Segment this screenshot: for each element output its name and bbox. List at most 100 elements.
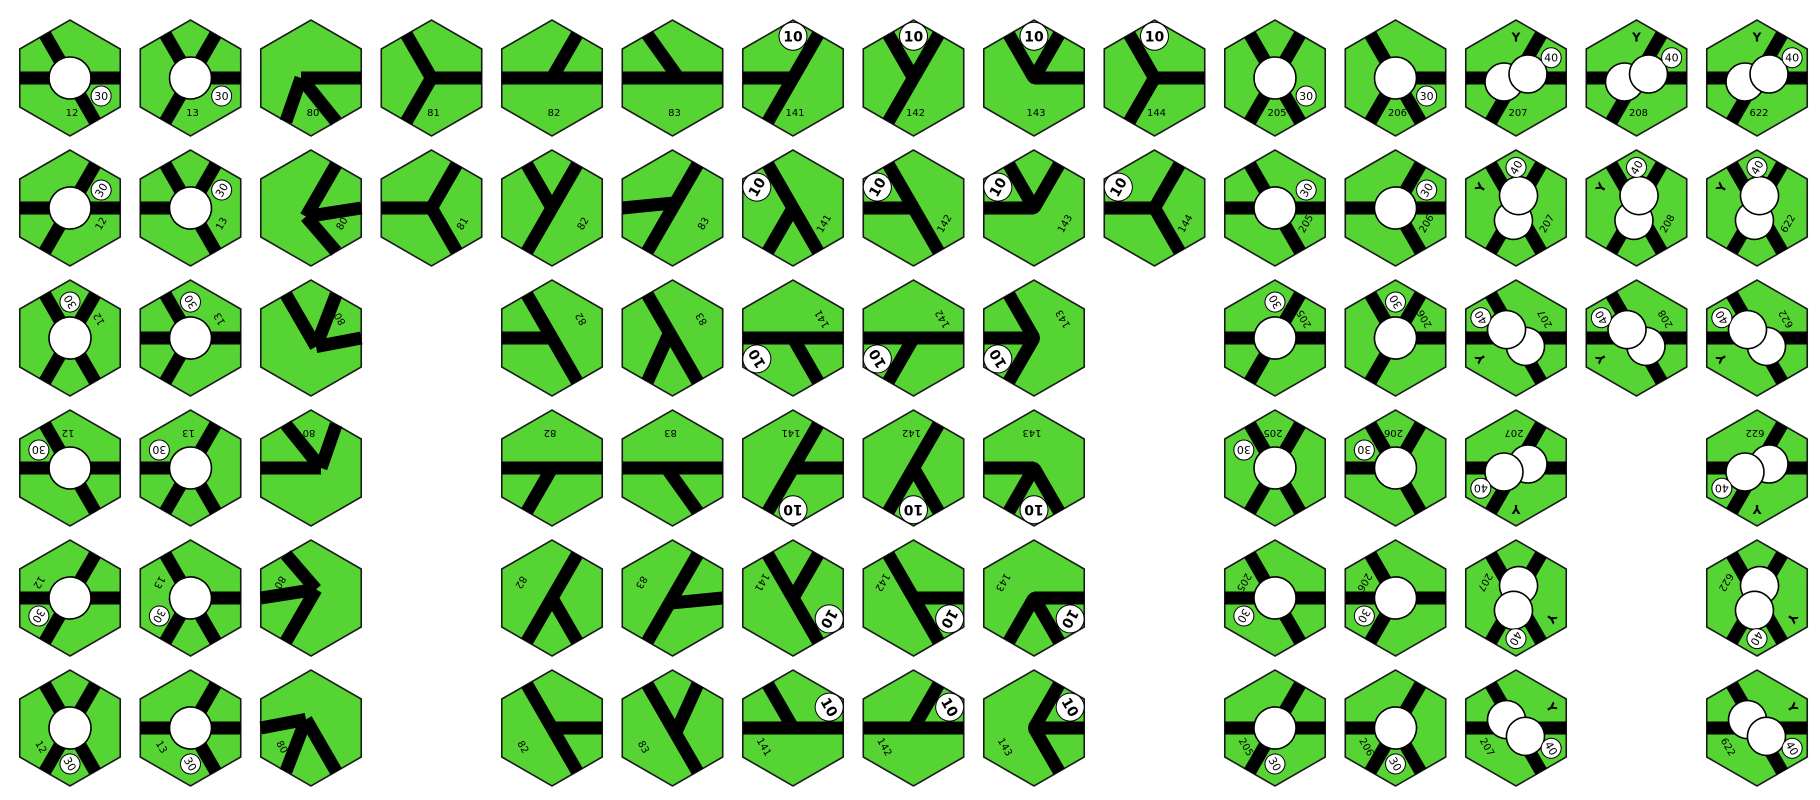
tile-81[interactable]: 81 <box>356 135 507 280</box>
revenue-circle <box>1540 737 1562 759</box>
tile-number: 144 <box>1147 108 1166 119</box>
city-circle <box>48 56 92 100</box>
tile-83[interactable]: 83 <box>597 135 748 280</box>
tile-81[interactable]: 81 <box>380 19 483 137</box>
tile-82[interactable]: 82 <box>477 265 628 410</box>
tile-83[interactable]: 83 <box>597 655 748 800</box>
tile-80[interactable]: 80 <box>259 409 363 527</box>
tile-82[interactable]: 82 <box>500 19 604 137</box>
town-dot <box>787 592 799 604</box>
city-circle <box>1373 56 1418 100</box>
tile-82[interactable]: 82 <box>477 525 628 670</box>
city-circle <box>1508 54 1548 94</box>
track-segment <box>280 420 327 473</box>
tile-82[interactable]: 82 <box>500 409 604 527</box>
tile-80[interactable]: 80 <box>236 525 387 670</box>
tile-80[interactable]: 80 <box>236 655 387 800</box>
revenue-circle <box>1540 47 1562 69</box>
tile-82[interactable]: 82 <box>477 655 628 800</box>
tile-83[interactable]: 83 <box>621 409 724 527</box>
track-segment <box>1003 594 1040 645</box>
revenue-circle <box>778 21 808 51</box>
track-segment <box>907 421 945 472</box>
revenue-circle <box>59 753 81 775</box>
tile-80[interactable]: 80 <box>236 265 387 410</box>
tile-80[interactable]: 80 <box>259 19 363 137</box>
tile-82[interactable]: 82 <box>477 135 628 280</box>
tile-83[interactable]: 83 <box>597 525 748 670</box>
revenue-circle <box>983 172 1013 202</box>
town-dot <box>1028 202 1040 214</box>
town-dot <box>907 462 920 474</box>
city-circle <box>1628 54 1669 94</box>
tile-83[interactable]: 83 <box>597 265 748 410</box>
tile-number: 13 <box>182 427 195 438</box>
track-segment <box>642 30 684 82</box>
tile-80[interactable]: 80 <box>236 135 387 280</box>
track-segment <box>521 594 558 645</box>
tile-83[interactable]: 83 <box>621 19 724 137</box>
revenue-circle <box>148 439 170 461</box>
revenue-circle <box>1746 156 1768 178</box>
